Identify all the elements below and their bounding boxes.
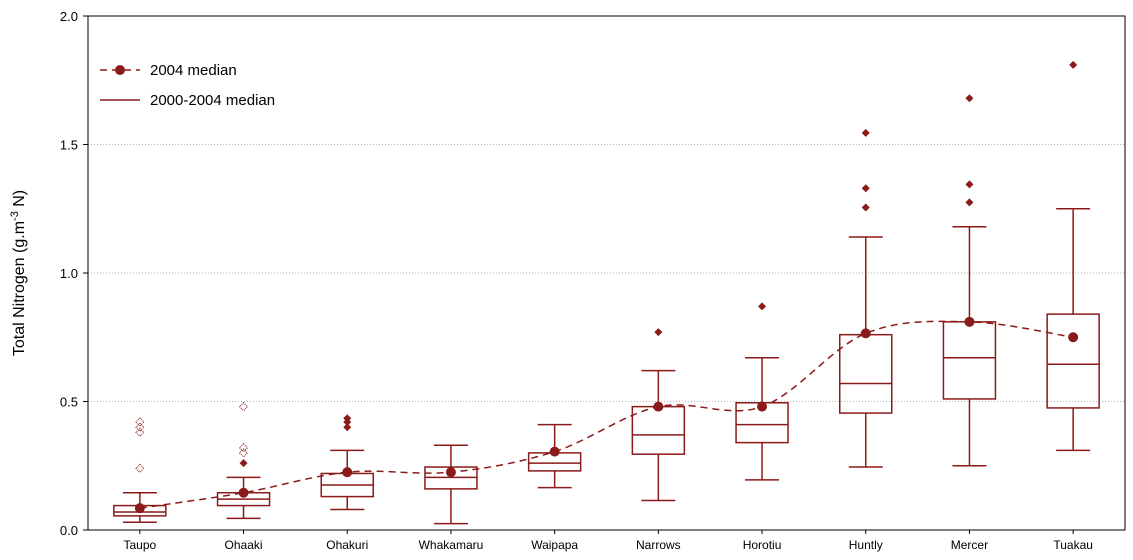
box-horotiu <box>735 302 789 481</box>
y-axis-title-sup: -3 <box>9 211 21 221</box>
x-tick-label: Horotiu <box>743 538 782 552</box>
outlier <box>135 463 145 474</box>
outlier <box>343 414 352 423</box>
x-tick-label: Narrows <box>636 538 681 552</box>
box-whakamaru <box>424 444 478 525</box>
outlier <box>238 448 249 458</box>
outlier <box>238 401 249 412</box>
x-tick-label: Whakamaru <box>419 538 484 552</box>
x-tick-label: Ohakuri <box>326 538 368 552</box>
x-tick-label: Waipapa <box>531 538 578 552</box>
y-tick-label: 0.0 <box>60 523 78 538</box>
y-tick-label: 1.5 <box>60 138 78 153</box>
outlier <box>758 302 767 311</box>
outlier <box>135 422 145 432</box>
y-axis-title: Total Nitrogen (g.m-3 N) <box>9 190 28 356</box>
outlier <box>861 128 870 137</box>
median-2004-point <box>134 503 145 514</box>
legend-label-2000-2004: 2000-2004 median <box>150 92 275 109</box>
y-axis-title-tail: N) <box>11 190 28 211</box>
x-tick-label: Huntly <box>849 538 883 552</box>
legend-label-2004: 2004 median <box>150 62 237 79</box>
x-tick-label: Mercer <box>951 538 988 552</box>
legend: 2004 median 2000-2004 median <box>100 62 275 109</box>
x-tick-label: Taupo <box>123 538 156 552</box>
grid-lines <box>88 144 1125 402</box>
median-2004-point <box>549 446 560 457</box>
box-tuakau <box>1046 60 1100 452</box>
median-2004-point <box>860 328 871 339</box>
y-tick-label: 0.5 <box>60 395 78 410</box>
y-tick-label: 1.0 <box>60 266 78 281</box>
median-2004-line <box>139 320 1074 509</box>
box-ohakuri <box>320 414 374 511</box>
x-tick-label: Tuakau <box>1053 538 1093 552</box>
outlier <box>135 417 145 427</box>
boxes <box>113 60 1100 525</box>
box-iqr <box>1046 313 1100 409</box>
outlier <box>965 94 974 103</box>
median-2004-points <box>134 316 1079 514</box>
median-2004-point <box>445 467 456 478</box>
median-2004-point <box>964 316 975 327</box>
outlier <box>654 328 663 337</box>
outlier <box>1069 60 1078 69</box>
outlier <box>239 459 248 468</box>
median-2004-point <box>1068 332 1079 343</box>
x-tick-label: Ohaaki <box>225 538 263 552</box>
median-2004-point <box>653 401 664 412</box>
y-tick-label: 2.0 <box>60 9 78 24</box>
median-2004-point <box>342 467 353 478</box>
outlier <box>238 443 249 453</box>
outlier <box>861 184 870 193</box>
outlier <box>135 427 145 438</box>
y-axis-title-main: Total Nitrogen (g.m <box>11 221 28 356</box>
outlier <box>861 203 870 212</box>
median-2004-point <box>238 487 249 498</box>
outlier <box>965 180 974 189</box>
outlier <box>965 198 974 207</box>
box-iqr <box>631 405 686 455</box>
legend-dot <box>115 65 125 75</box>
box-mercer <box>942 94 997 467</box>
y-axis: 0.0 0.5 1.0 1.5 2.0 <box>60 9 88 538</box>
x-axis: Taupo Ohaaki Ohakuri Whakamaru Waipapa Narrow… <box>123 530 1093 552</box>
box-iqr <box>942 321 997 400</box>
box-narrows <box>631 328 686 502</box>
outlier <box>343 423 352 432</box>
box-huntly <box>839 128 893 468</box>
median-2004-point <box>757 401 768 412</box>
box-ohaaki <box>216 401 271 520</box>
